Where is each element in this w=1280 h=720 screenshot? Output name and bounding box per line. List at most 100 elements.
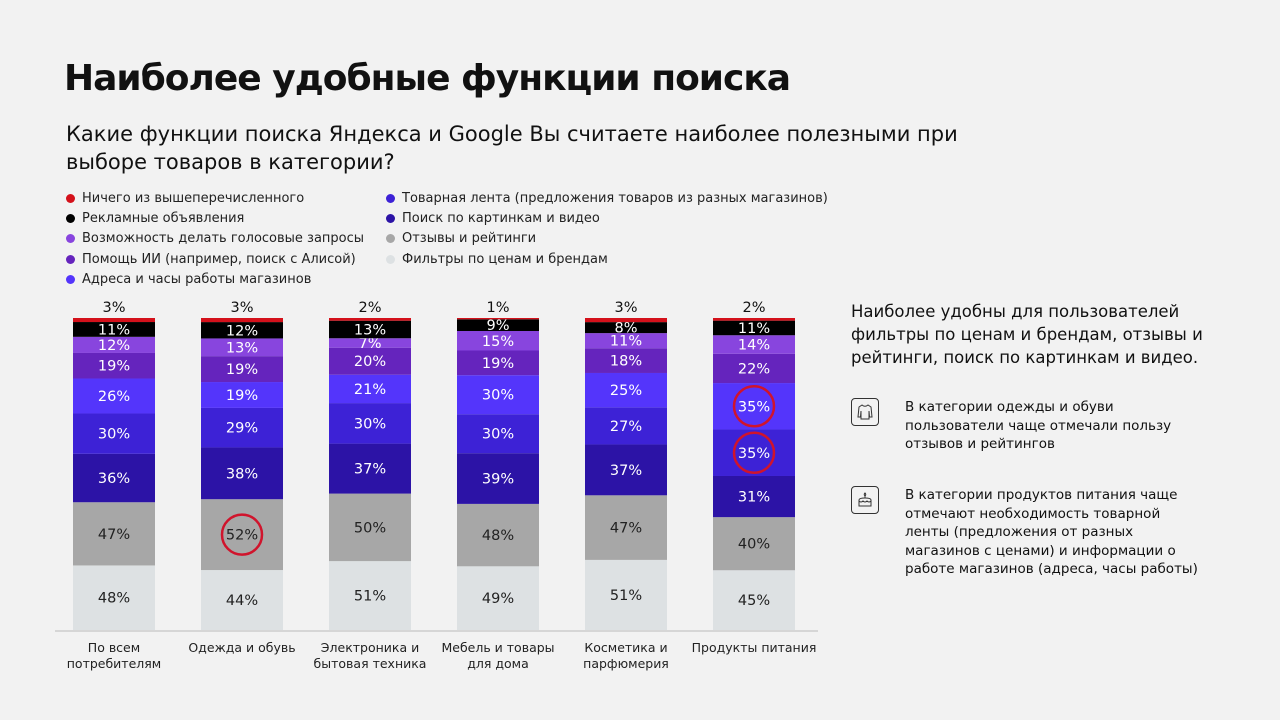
- legend-swatch: [66, 254, 75, 264]
- data-label: 48%: [98, 591, 130, 607]
- data-label: 51%: [354, 589, 386, 605]
- bar-segment: [201, 322, 283, 339]
- note-food: В категории продуктов питания чаще отмеч…: [851, 486, 1231, 579]
- legend-item: Помощь ИИ (например, поиск с Алисой): [66, 249, 364, 269]
- data-label: 35%: [738, 446, 770, 462]
- bar-segment: [713, 318, 795, 321]
- bar-segment: [73, 336, 155, 353]
- legend-item: Ничего из вышеперечисленного: [66, 188, 364, 208]
- highlight-circle: [220, 513, 264, 556]
- bar-segment: [73, 318, 155, 323]
- bar-segment: [329, 347, 411, 375]
- bar-segment: [329, 493, 411, 562]
- legend-item: Отзывы и рейтинги: [386, 229, 828, 249]
- legend-label: Рекламные объявления: [82, 210, 245, 226]
- bar-segment: [73, 502, 155, 566]
- category-label: бытовая техника: [314, 656, 427, 671]
- legend-item: Поиск по картинкам и видео: [386, 208, 828, 228]
- data-label: 50%: [354, 520, 386, 536]
- data-label: 11%: [738, 321, 770, 337]
- shirt-icon: [851, 398, 879, 426]
- data-label: 22%: [738, 361, 770, 377]
- data-label: 47%: [610, 521, 642, 537]
- data-label: 2%: [742, 300, 765, 316]
- bar-segment: [457, 331, 539, 351]
- legend-swatch: [386, 234, 395, 244]
- data-label: 51%: [610, 588, 642, 604]
- note-text: В категории продуктов питания чаще отмеч…: [905, 487, 1198, 577]
- bar-segment: [201, 570, 283, 630]
- legend-label: Возможность делать голосовые запросы: [82, 231, 365, 247]
- legend-swatch: [386, 254, 395, 264]
- bar-segment: [713, 517, 795, 571]
- bar-segment: [329, 318, 411, 321]
- data-label: 27%: [610, 419, 642, 435]
- legend-label: Товарная лента (предложения товаров из р…: [402, 190, 828, 206]
- bar-segment: [713, 475, 795, 518]
- data-label: 1%: [486, 300, 509, 316]
- data-label: 11%: [98, 322, 130, 338]
- legend-item: Фильтры по ценам и брендам: [386, 249, 828, 269]
- data-label: 37%: [610, 463, 642, 479]
- legend-swatch: [386, 193, 395, 203]
- bar-segment: [73, 565, 155, 630]
- bar-segment: [585, 444, 667, 496]
- note-clothing: В категории одежды и обуви пользователи …: [851, 398, 1231, 454]
- data-label: 15%: [482, 334, 514, 350]
- data-label: 30%: [354, 416, 386, 432]
- page-title: Наиболее удобные функции поиска: [64, 58, 791, 99]
- category-label: Косметика и: [584, 640, 667, 655]
- summary-text: Наиболее удобны для пользователей фильтр…: [851, 302, 1203, 367]
- data-label: 9%: [486, 318, 509, 334]
- category-label: парфюмерия: [583, 656, 669, 671]
- bar-segment: [201, 382, 283, 408]
- data-label: 29%: [226, 421, 258, 437]
- data-label: 49%: [482, 591, 514, 607]
- data-label: 37%: [354, 462, 386, 478]
- data-label: 3%: [230, 300, 253, 316]
- bar-segment: [457, 503, 539, 567]
- data-label: 26%: [98, 389, 130, 405]
- bar-segment: [457, 319, 539, 331]
- bar-segment: [585, 318, 667, 323]
- data-label: 13%: [226, 340, 258, 356]
- data-label: 30%: [482, 388, 514, 404]
- legend-label: Фильтры по ценам и брендам: [402, 251, 608, 267]
- bar-segment: [457, 453, 539, 504]
- data-label: 11%: [610, 334, 642, 350]
- bar-segment: [201, 356, 283, 383]
- data-label: 12%: [226, 323, 258, 339]
- data-label: 19%: [226, 362, 258, 378]
- legend-item: Возможность делать голосовые запросы: [66, 229, 364, 249]
- data-label: 13%: [354, 322, 386, 338]
- data-label: 2%: [358, 300, 381, 316]
- data-label: 44%: [226, 593, 258, 609]
- data-label: 21%: [354, 382, 386, 398]
- data-label: 31%: [738, 490, 770, 506]
- data-label: 19%: [98, 359, 130, 375]
- data-label: 12%: [98, 338, 130, 354]
- bar-segment: [713, 335, 795, 354]
- bar-segment: [329, 320, 411, 339]
- data-label: 20%: [354, 354, 386, 370]
- data-label: 47%: [98, 527, 130, 543]
- highlight-circle: [732, 385, 776, 428]
- category-label: По всем: [88, 640, 140, 655]
- data-label: 14%: [738, 338, 770, 354]
- category-label: Продукты питания: [692, 640, 817, 655]
- bar-segment: [457, 414, 539, 454]
- bar-segment: [201, 447, 283, 500]
- bar-segment: [585, 559, 667, 630]
- data-label: 45%: [738, 593, 770, 609]
- bar-segment: [457, 318, 539, 320]
- legend-label: Помощь ИИ (например, поиск с Алисой): [82, 251, 356, 267]
- bar-segment: [73, 322, 155, 337]
- data-label: 7%: [358, 336, 381, 352]
- legend-column-1: Ничего из вышеперечисленного Рекламные об…: [66, 188, 364, 289]
- legend-item: Адреса и часы работы магазинов: [66, 269, 364, 289]
- legend-swatch: [66, 234, 75, 244]
- bar-segment: [329, 338, 411, 348]
- bar-segment: [329, 561, 411, 630]
- bar-segment: [201, 318, 283, 323]
- legend-item: Рекламные объявления: [66, 208, 364, 228]
